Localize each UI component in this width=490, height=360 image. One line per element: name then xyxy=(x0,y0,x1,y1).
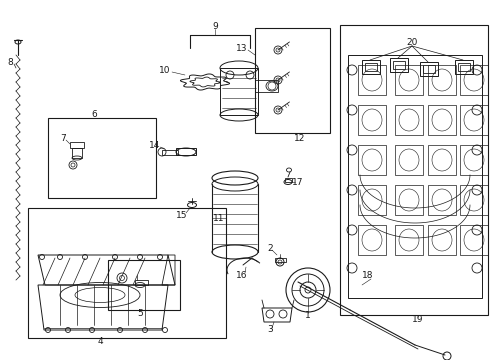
Bar xyxy=(460,105,488,135)
Text: 7: 7 xyxy=(60,134,66,143)
Text: 3: 3 xyxy=(267,325,273,334)
Bar xyxy=(28,208,226,338)
Text: 17: 17 xyxy=(292,177,304,186)
Text: 5: 5 xyxy=(137,310,143,319)
Bar xyxy=(395,145,423,175)
Bar xyxy=(428,65,456,95)
Text: 9: 9 xyxy=(212,22,218,31)
Bar xyxy=(460,145,488,175)
Bar xyxy=(458,63,470,71)
Bar xyxy=(428,225,456,255)
Bar xyxy=(48,118,156,198)
Bar xyxy=(358,225,386,255)
Bar xyxy=(395,225,423,255)
Bar xyxy=(455,60,473,74)
Text: 13: 13 xyxy=(236,44,248,53)
Bar xyxy=(428,185,456,215)
Bar xyxy=(358,145,386,175)
Bar xyxy=(358,105,386,135)
Bar xyxy=(108,260,180,310)
Bar xyxy=(255,28,330,133)
Bar xyxy=(393,61,405,69)
Bar xyxy=(460,225,488,255)
Bar xyxy=(358,185,386,215)
Text: 12: 12 xyxy=(294,134,306,143)
Text: 1: 1 xyxy=(305,311,311,320)
Text: 19: 19 xyxy=(412,315,424,324)
Text: 20: 20 xyxy=(406,37,417,46)
Bar xyxy=(420,62,438,76)
Bar xyxy=(358,65,386,95)
Bar xyxy=(390,58,408,72)
Text: 11: 11 xyxy=(213,213,224,222)
Bar xyxy=(395,105,423,135)
Bar xyxy=(395,185,423,215)
Text: 10: 10 xyxy=(159,66,171,75)
Text: 6: 6 xyxy=(91,109,97,118)
Bar xyxy=(395,65,423,95)
Bar xyxy=(362,60,380,74)
Bar xyxy=(428,105,456,135)
Text: 8: 8 xyxy=(7,58,13,67)
Text: 14: 14 xyxy=(149,140,161,149)
Bar xyxy=(428,145,456,175)
Text: 18: 18 xyxy=(362,271,374,280)
Bar xyxy=(460,65,488,95)
Bar xyxy=(340,25,488,315)
Bar xyxy=(365,63,377,71)
Text: 16: 16 xyxy=(236,270,248,279)
Bar xyxy=(460,185,488,215)
Text: 2: 2 xyxy=(267,243,273,252)
Bar xyxy=(423,65,435,73)
Text: 4: 4 xyxy=(97,338,103,346)
Text: 15: 15 xyxy=(176,211,188,220)
